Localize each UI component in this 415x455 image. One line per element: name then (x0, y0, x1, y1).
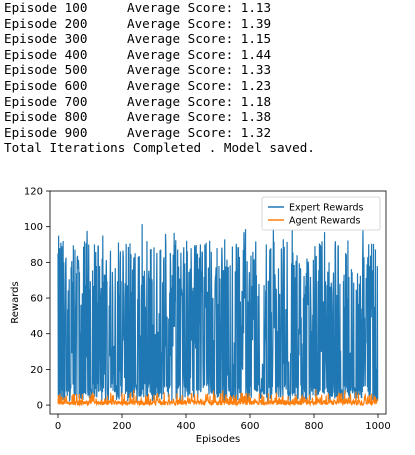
y-axis-label: Rewards (10, 281, 21, 323)
log-score: Average Score: 1.23 (127, 77, 272, 93)
y-tick-label: 40 (30, 329, 43, 340)
log-footer: Total Iterations Completed . Model saved… (4, 140, 315, 156)
log-score: Average Score: 1.32 (127, 124, 272, 140)
plot-frame (49, 190, 387, 415)
log-episode: Episode 100 (4, 0, 88, 15)
log-score: Average Score: 1.18 (127, 93, 272, 109)
log-line: Episode 400 Average Score: 1.44 (4, 47, 315, 63)
series-line-agent-rewards (57, 389, 379, 407)
y-tick-label: 20 (30, 365, 43, 376)
log-line: Episode 100 Average Score: 1.13 (4, 0, 315, 16)
log-line: Episode 300 Average Score: 1.15 (4, 31, 315, 47)
log-line: Episode 800 Average Score: 1.38 (4, 109, 315, 125)
legend-box (261, 196, 381, 231)
log-score: Average Score: 1.38 (127, 109, 272, 125)
legend-label: Agent Rewards (289, 216, 361, 227)
y-tick-label: 120 (24, 187, 43, 198)
x-tick-label: 400 (176, 421, 195, 432)
rewards-chart-svg: 0 200 400 600 800 1000 0 20 40 60 80 100 120 Episodes… (10, 187, 391, 446)
log-line: Episode 200 Average Score: 1.39 (4, 16, 315, 32)
log-score: Average Score: 1.44 (127, 46, 272, 62)
log-line: Episode 700 Average Score: 1.18 (4, 94, 315, 110)
log-line: Episode 600 Average Score: 1.23 (4, 78, 315, 94)
log-episode: Episode 600 (4, 77, 88, 93)
log-line: Episode 500 Average Score: 1.33 (4, 62, 315, 78)
log-score: Average Score: 1.15 (127, 31, 272, 47)
x-tick-label: 0 (55, 421, 61, 432)
x-axis-label: Episodes (196, 434, 240, 445)
x-tick-label: 600 (240, 421, 259, 432)
rewards-chart: 0 200 400 600 800 1000 0 20 40 60 80 100 120 Episodes… (0, 178, 415, 450)
log-score: Average Score: 1.33 (127, 62, 272, 78)
series-line-expert-rewards (57, 224, 379, 403)
x-tick-label: 1000 (365, 421, 390, 432)
x-tick-label: 800 (304, 421, 323, 432)
log-episode: Episode 800 (4, 109, 88, 125)
log-episode: Episode 200 (4, 15, 88, 31)
log-episode: Episode 700 (4, 93, 88, 109)
log-score: Average Score: 1.13 (127, 0, 272, 15)
log-episode: Episode 300 (4, 31, 88, 47)
y-tick-label: 0 (37, 401, 43, 412)
log-episode: Episode 900 (4, 124, 88, 140)
training-log: Episode 100 Average Score: 1.13 Episode 2… (4, 0, 315, 156)
y-tick-label: 60 (30, 294, 43, 305)
y-tick-label: 100 (24, 222, 43, 233)
log-score: Average Score: 1.39 (127, 15, 272, 31)
x-tick-label: 200 (112, 421, 131, 432)
log-episode: Episode 500 (4, 62, 88, 78)
log-line: Episode 900 Average Score: 1.32 (4, 125, 315, 141)
log-episode: Episode 400 (4, 46, 88, 62)
legend-label: Expert Rewards (289, 203, 364, 214)
y-tick-label: 80 (30, 258, 43, 269)
